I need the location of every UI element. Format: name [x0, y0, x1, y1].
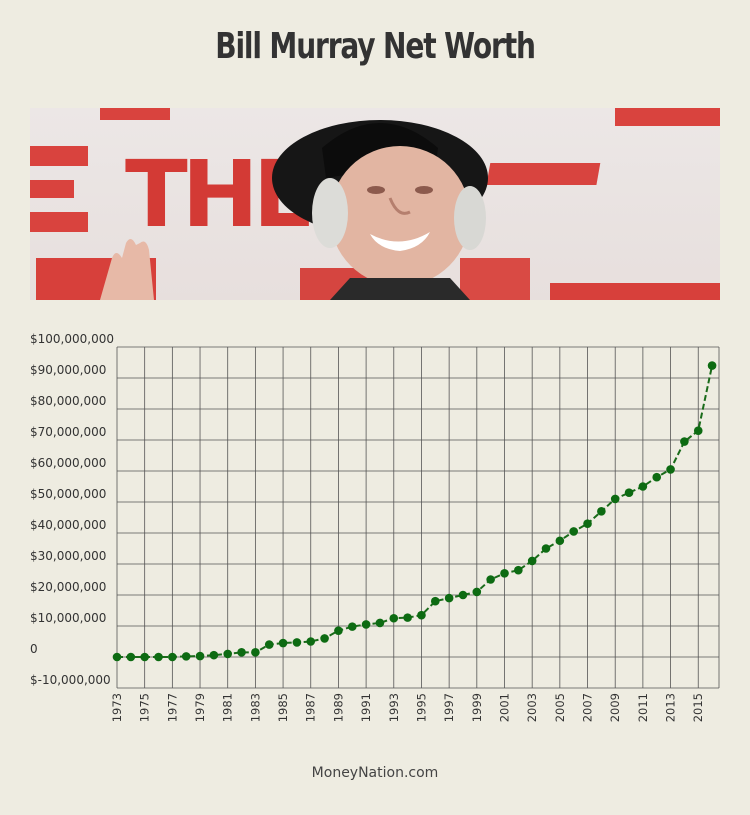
x-tick-label: 2011 — [636, 693, 650, 722]
data-point — [569, 527, 578, 536]
data-point — [652, 472, 662, 482]
data-point — [375, 618, 385, 628]
data-point — [624, 488, 634, 497]
x-tick-label: 1997 — [442, 693, 456, 722]
x-tick-label: 1989 — [331, 693, 345, 722]
data-point — [403, 613, 412, 622]
data-point — [168, 652, 177, 662]
data-point — [251, 648, 260, 657]
header-photo: THE — [30, 108, 720, 300]
x-tick-label: 1999 — [470, 693, 484, 722]
data-point — [237, 648, 246, 657]
data-point — [347, 622, 357, 631]
data-point — [458, 590, 468, 600]
data-point — [500, 569, 509, 578]
x-tick-label: 1985 — [276, 693, 290, 722]
chart-grid — [116, 346, 720, 689]
x-tick-label: 1981 — [221, 693, 235, 722]
data-point — [444, 593, 454, 603]
chart-title: Bill Murray Net Worth — [215, 26, 536, 67]
data-point — [486, 575, 495, 584]
x-tick-label: 2003 — [525, 693, 539, 722]
y-tick-label: $-10,000,000 — [30, 673, 111, 687]
y-tick-label: 0 — [30, 642, 38, 656]
x-tick-label: 1973 — [110, 693, 124, 722]
photo-illustration: THE — [30, 108, 720, 300]
y-axis-ticks: $100,000,000 $90,000,000 $80,000,000 $70,00… — [30, 332, 114, 687]
x-tick-label: 2013 — [664, 693, 678, 722]
data-point — [693, 426, 703, 435]
data-point — [389, 613, 399, 623]
data-point — [278, 638, 288, 648]
y-tick-label: $20,000,000 — [30, 580, 106, 594]
y-tick-label: $50,000,000 — [30, 487, 106, 501]
y-tick-label: $70,000,000 — [30, 425, 106, 439]
x-tick-label: 2009 — [608, 693, 622, 722]
data-point — [541, 544, 551, 553]
y-tick-label: $10,000,000 — [30, 611, 106, 625]
data-point — [292, 638, 302, 647]
data-point — [181, 652, 191, 661]
x-tick-label: 1983 — [248, 693, 262, 722]
data-point — [514, 565, 523, 575]
data-point — [638, 482, 648, 491]
data-point — [583, 519, 592, 528]
x-tick-label: 2007 — [581, 693, 595, 722]
data-point — [680, 437, 689, 446]
data-point — [112, 652, 122, 662]
source-footer: MoneyNation.com — [311, 765, 439, 781]
data-point — [597, 507, 606, 516]
x-axis-ticks: 1973 1975 1977 1979 1981 1983 1985 1987 1989 1991… — [110, 693, 705, 722]
data-point — [666, 465, 675, 474]
y-tick-label: $100,000,000 — [30, 332, 114, 346]
x-tick-label: 2005 — [553, 693, 567, 722]
y-tick-label: $80,000,000 — [30, 394, 106, 408]
data-point — [361, 620, 371, 629]
data-point — [334, 626, 343, 635]
y-tick-label: $60,000,000 — [30, 456, 106, 470]
data-point — [527, 556, 537, 566]
data-point — [320, 634, 329, 643]
x-tick-label: 1977 — [165, 693, 179, 722]
y-tick-label: $30,000,000 — [30, 549, 106, 563]
x-tick-label: 1995 — [414, 693, 428, 722]
data-point — [209, 650, 219, 660]
data-point — [610, 494, 620, 504]
data-point — [264, 640, 274, 649]
x-tick-label: 2001 — [497, 693, 511, 722]
x-tick-label: 1993 — [387, 693, 401, 722]
x-tick-label: 2015 — [691, 693, 705, 722]
net-worth-line-chart: $100,000,000 $90,000,000 $80,000,000 $70,00… — [30, 332, 720, 722]
x-tick-label: 1991 — [359, 693, 373, 722]
data-point — [472, 587, 482, 597]
data-point — [707, 361, 717, 370]
data-point — [430, 596, 440, 606]
x-tick-label: 1987 — [304, 693, 318, 722]
data-point — [306, 637, 316, 646]
data-point — [555, 536, 565, 546]
data-point — [417, 610, 426, 620]
series-net-worth — [112, 361, 717, 662]
data-point — [195, 651, 205, 661]
data-point — [223, 649, 233, 659]
y-tick-label: $40,000,000 — [30, 518, 106, 532]
data-point — [140, 652, 149, 662]
data-point — [126, 652, 136, 662]
y-tick-label: $90,000,000 — [30, 363, 106, 377]
x-tick-label: 1979 — [193, 693, 207, 722]
x-tick-label: 1975 — [138, 693, 152, 722]
data-point — [154, 652, 163, 662]
